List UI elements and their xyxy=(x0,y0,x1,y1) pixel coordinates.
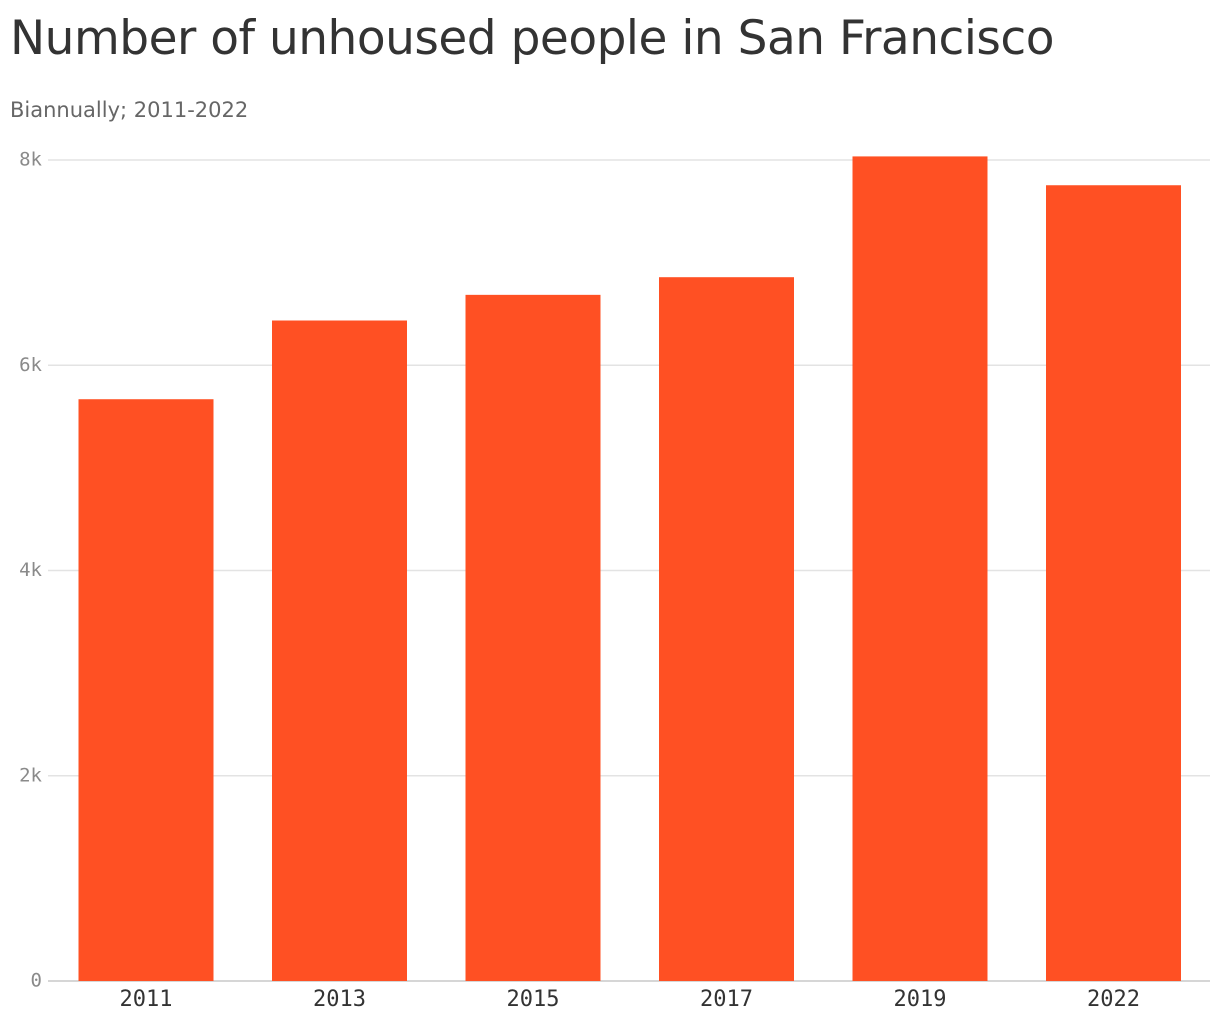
gridlines xyxy=(48,159,1210,982)
y-tick-label: 4k xyxy=(19,559,42,581)
chart-title: Number of unhoused people in San Francis… xyxy=(10,11,1054,66)
bars xyxy=(78,156,1181,982)
y-tick-label: 8k xyxy=(19,149,42,171)
y-axis-ticks: 0 2k 4k 6k 8k xyxy=(19,149,42,992)
y-tick-label: 0 xyxy=(31,970,42,992)
x-tick-label: 2015 xyxy=(507,987,560,1012)
x-axis-ticks: 2011 2013 2015 2017 2019 2022 xyxy=(120,987,1140,1012)
bar-2015 xyxy=(465,294,601,981)
y-tick-label: 2k xyxy=(19,764,42,786)
bar-2011 xyxy=(78,399,214,981)
x-tick-label: 2011 xyxy=(120,987,173,1012)
bar-2019 xyxy=(852,156,988,981)
y-tick-label: 6k xyxy=(19,354,42,376)
x-tick-label: 2017 xyxy=(700,987,753,1012)
x-tick-label: 2019 xyxy=(894,987,947,1012)
bar-2013 xyxy=(272,320,407,981)
bar-2022 xyxy=(1046,185,1181,982)
x-tick-label: 2022 xyxy=(1087,987,1140,1012)
bar-2017 xyxy=(659,277,794,981)
chart-subtitle: Biannually; 2011-2022 xyxy=(10,98,249,122)
x-tick-label: 2013 xyxy=(313,987,366,1012)
